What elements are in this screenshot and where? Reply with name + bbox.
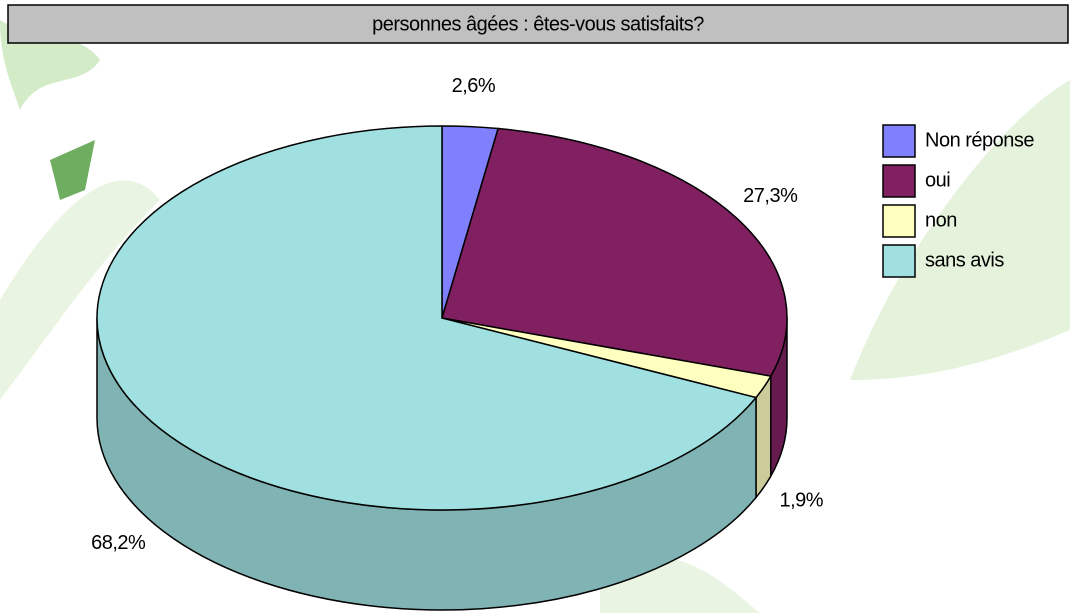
- data-label: 1,9%: [779, 490, 823, 512]
- pie-slice: [441, 127, 788, 378]
- legend-label: sans avis: [925, 249, 1004, 271]
- legend-label: oui: [925, 169, 950, 191]
- chart-title: personnes âgées : êtes-vous satisfaits?: [372, 13, 704, 35]
- pie-slice: [96, 125, 758, 511]
- legend-swatch: [882, 164, 916, 198]
- legend-swatch: [882, 124, 916, 158]
- data-label: 27,3%: [743, 185, 798, 207]
- background-decoration: [0, 20, 1070, 613]
- legend-label: non: [925, 209, 957, 231]
- legend-label: Non réponse: [925, 129, 1034, 151]
- legend-swatch: [882, 204, 916, 238]
- legend-swatch: [882, 244, 916, 278]
- data-label: 68,2%: [91, 532, 146, 554]
- data-label: 2,6%: [452, 75, 496, 97]
- title-bar: [7, 4, 1069, 44]
